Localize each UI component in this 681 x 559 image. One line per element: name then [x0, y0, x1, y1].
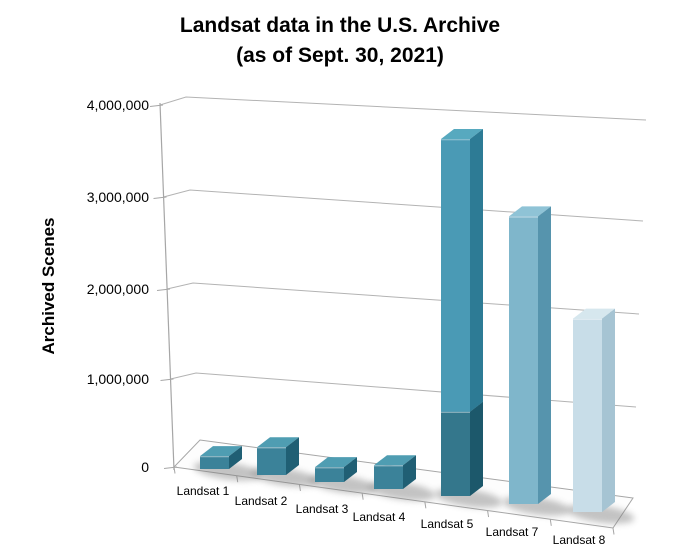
gridline-4m	[159, 96, 647, 121]
y-axis-title: Archived Scenes	[39, 217, 58, 354]
gridline-3m	[163, 189, 644, 222]
y-tick-4m: 4,000,000	[87, 97, 149, 113]
x-label-landsat-5: Landsat 5	[421, 517, 474, 531]
bar-landsat-4	[367, 455, 436, 501]
y-tick-3m: 3,000,000	[87, 189, 149, 205]
x-label-landsat-7: Landsat 7	[486, 525, 539, 539]
chart-title-line1: Landsat data in the U.S. Archive	[180, 14, 500, 37]
gridline-2m	[166, 282, 640, 315]
chart-title-line2: (as of Sept. 30, 2021)	[236, 44, 444, 67]
y-tick-labels: 0 1,000,000 2,000,000 3,000,000 4,000,00…	[87, 97, 150, 475]
gridline-1m	[170, 372, 637, 408]
x-label-landsat-8: Landsat 8	[553, 533, 606, 547]
x-label-landsat-2: Landsat 2	[235, 494, 288, 508]
y-axis-line	[159, 102, 175, 471]
x-label-landsat-4: Landsat 4	[353, 510, 406, 524]
x-tick-labels: Landsat 1 Landsat 2 Landsat 3 Landsat 4 …	[177, 484, 606, 547]
gridlines	[159, 96, 647, 408]
y-tick-2m: 2,000,000	[87, 281, 149, 297]
bar-landsat-7	[502, 206, 571, 516]
bar-landsat-1	[193, 446, 262, 481]
bar-landsat-8	[566, 308, 635, 524]
y-tick-0: 0	[141, 459, 149, 475]
bar-landsat-3	[308, 457, 377, 494]
y-tick-1m: 1,000,000	[87, 371, 149, 387]
bar-landsat-2	[250, 437, 319, 487]
x-label-landsat-3: Landsat 3	[296, 502, 349, 516]
x-label-landsat-1: Landsat 1	[177, 484, 230, 498]
bars	[193, 129, 635, 524]
bar-landsat-5	[434, 129, 503, 508]
